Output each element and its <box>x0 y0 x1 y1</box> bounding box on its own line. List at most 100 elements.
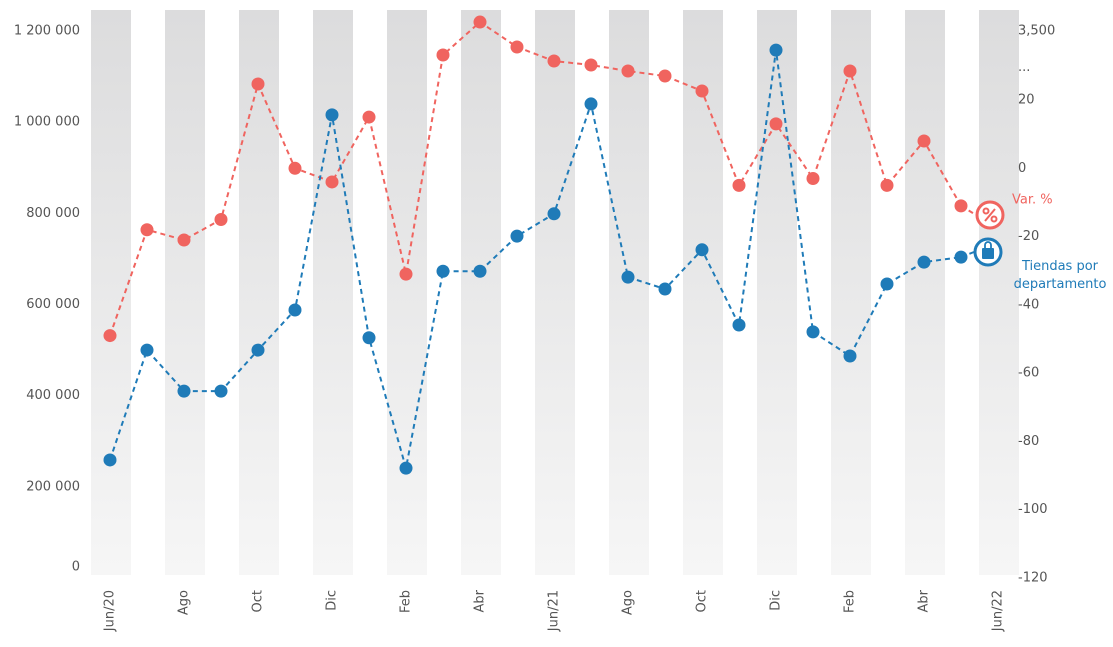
data-point <box>510 40 524 54</box>
data-point <box>806 172 820 186</box>
data-point <box>473 15 487 29</box>
data-point <box>399 267 413 281</box>
icon-glyph <box>984 208 996 222</box>
column-band <box>979 10 1019 575</box>
column-band <box>683 10 723 575</box>
column-band <box>757 10 797 575</box>
series-line <box>109 20 962 336</box>
x-tick-label: Jun/22 <box>991 590 1006 632</box>
data-point <box>806 325 820 339</box>
y2-tick-label: -20 <box>1018 229 1039 244</box>
x-tick-label: Jun/21 <box>547 590 562 632</box>
y2-tick-label: -60 <box>1018 366 1039 381</box>
legend-label: Var. % <box>1012 193 1053 208</box>
y2-tick-label: 3,500 <box>1018 24 1055 39</box>
data-point <box>658 69 672 83</box>
data-point <box>251 343 265 357</box>
column-band <box>461 10 501 575</box>
column-band <box>239 10 279 575</box>
data-point <box>362 110 376 124</box>
icon-glyph <box>984 241 992 248</box>
data-point <box>769 117 783 131</box>
column-bands <box>91 10 1019 575</box>
y-tick-label: 1 200 000 <box>14 24 80 39</box>
data-point <box>843 349 857 363</box>
x-tick-label: Feb <box>843 590 858 613</box>
x-tick-label: Oct <box>251 590 266 612</box>
y2-tick-label: -80 <box>1018 434 1039 449</box>
data-point <box>917 255 931 269</box>
column-band <box>905 10 945 575</box>
y-tick-label: 400 000 <box>26 388 80 403</box>
data-point <box>658 282 672 296</box>
x-tick-label: Ago <box>177 590 192 615</box>
data-point <box>843 64 857 78</box>
column-band <box>831 10 871 575</box>
x-tick-label: Abr <box>473 589 488 612</box>
column-band <box>609 10 649 575</box>
data-point <box>140 223 154 237</box>
data-point <box>177 233 191 247</box>
y2-tick-label: 0 <box>1018 161 1026 176</box>
data-point <box>695 243 709 257</box>
y2-break-label: ... <box>1018 60 1030 75</box>
data-point <box>473 264 487 278</box>
column-band <box>535 10 575 575</box>
x-tick-label: Oct <box>695 590 710 612</box>
data-point <box>621 270 635 284</box>
data-point <box>880 178 894 192</box>
icon-glyph <box>982 248 994 259</box>
data-point <box>584 58 598 72</box>
data-point <box>732 318 746 332</box>
y-tick-label: 0 <box>72 560 80 575</box>
data-point <box>325 175 339 189</box>
x-tick-label: Ago <box>621 590 636 615</box>
data-point <box>880 277 894 291</box>
y2-tick-label: -120 <box>1018 571 1048 586</box>
y-tick-label: 200 000 <box>26 479 80 494</box>
data-point <box>547 207 561 221</box>
icon-glyph <box>982 207 990 215</box>
column-band <box>387 10 427 575</box>
data-point <box>769 43 783 57</box>
data-point <box>103 329 117 343</box>
data-point <box>954 199 968 213</box>
data-point <box>584 97 598 111</box>
y2-tick-label: 20 <box>1018 93 1035 108</box>
data-point <box>362 331 376 345</box>
legend-label: Tiendas por departamento <box>1014 259 1107 292</box>
data-point <box>103 453 117 467</box>
y2-tick-label: -100 <box>1018 502 1048 517</box>
data-point <box>251 77 265 91</box>
data-point <box>140 343 154 357</box>
data-point <box>177 384 191 398</box>
y2-tick-label: -40 <box>1018 297 1039 312</box>
series-line <box>109 50 962 469</box>
data-point <box>621 64 635 78</box>
data-point <box>214 213 228 226</box>
x-tick-label: Feb <box>399 590 414 613</box>
data-point <box>917 134 931 148</box>
data-point <box>214 384 228 398</box>
x-tick-label: Abr <box>917 589 932 612</box>
data-point <box>436 264 450 278</box>
data-point <box>436 48 450 62</box>
x-tick-label: Dic <box>325 590 340 611</box>
y-tick-label: 600 000 <box>26 297 80 312</box>
data-point <box>954 250 968 264</box>
data-point <box>288 161 302 175</box>
data-point <box>325 108 339 122</box>
data-point <box>510 229 524 243</box>
y-tick-label: 1 000 000 <box>14 115 80 130</box>
data-point <box>547 54 561 68</box>
data-point <box>695 84 709 98</box>
x-tick-label: Dic <box>769 590 784 611</box>
x-tick-label: Jun/20 <box>103 590 118 632</box>
data-point <box>288 303 302 317</box>
data-point <box>399 461 413 475</box>
column-band <box>165 10 205 575</box>
data-point <box>732 178 746 192</box>
column-band <box>313 10 353 575</box>
icon-glyph <box>990 215 998 223</box>
